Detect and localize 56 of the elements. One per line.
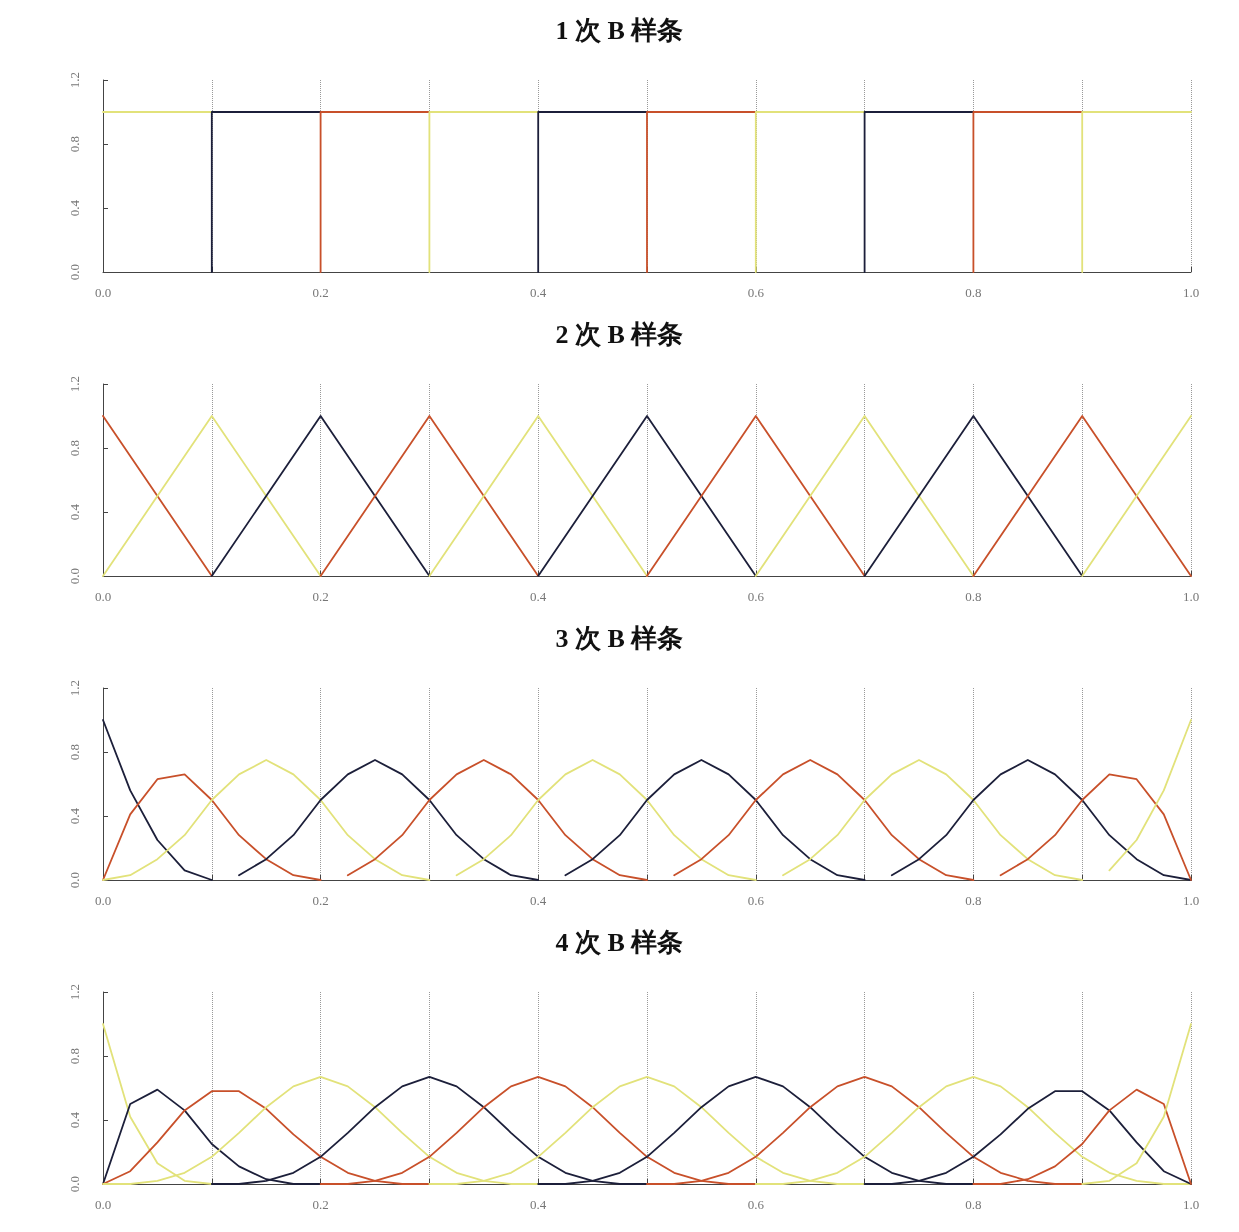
x-tick-label: 0.2 — [312, 1197, 329, 1212]
line-series — [564, 759, 866, 881]
x-tick-label: 0.0 — [94, 285, 112, 300]
y-tick-label: 1.2 — [67, 375, 82, 393]
y-tick-label: 0.4 — [67, 199, 82, 217]
y-tick-label: 1.2 — [67, 71, 82, 89]
line-series — [890, 759, 1192, 881]
line-series — [673, 759, 975, 881]
x-tick-label: 0.4 — [530, 1197, 547, 1212]
x-tick-label: 0.0 — [94, 1197, 112, 1212]
y-tick-label: 0.8 — [67, 135, 82, 153]
y-tick-label: 1.2 — [67, 679, 82, 697]
line-series — [102, 719, 213, 881]
chart-title: 1 次 B 样条 — [555, 15, 684, 45]
x-tick-label: 0.6 — [747, 893, 765, 908]
x-tick-label: 1.0 — [1182, 589, 1200, 604]
line-series — [102, 773, 322, 881]
line-series — [346, 759, 648, 881]
y-tick-label: 0.0 — [67, 1175, 82, 1193]
line-series — [238, 759, 540, 881]
y-tick-label: 0.0 — [67, 567, 82, 585]
x-tick-label: 0.6 — [747, 589, 765, 604]
y-tick-label: 0.0 — [67, 871, 82, 889]
x-tick-label: 0.4 — [530, 893, 547, 908]
x-tick-label: 0.8 — [965, 1197, 982, 1212]
x-tick-label: 0.0 — [94, 893, 112, 908]
y-tick-label: 0.4 — [67, 1111, 82, 1129]
x-tick-label: 1.0 — [1182, 893, 1200, 908]
line-series — [1108, 719, 1192, 872]
chart-title: 3 次 B 样条 — [555, 623, 684, 653]
x-tick-label: 0.2 — [312, 285, 329, 300]
line-series — [999, 773, 1192, 881]
line-series — [455, 759, 757, 881]
chart-title: 4 次 B 样条 — [555, 927, 684, 957]
x-tick-label: 0.8 — [965, 285, 982, 300]
x-tick-label: 0.6 — [747, 285, 765, 300]
x-tick-label: 0.8 — [965, 589, 982, 604]
x-tick-label: 0.6 — [747, 1197, 765, 1212]
y-tick-label: 1.2 — [67, 983, 82, 1001]
x-tick-label: 0.8 — [965, 893, 982, 908]
x-tick-label: 0.0 — [94, 589, 112, 604]
y-tick-label: 0.4 — [67, 503, 82, 521]
x-tick-label: 1.0 — [1182, 285, 1200, 300]
x-tick-label: 0.2 — [312, 893, 329, 908]
y-tick-label: 0.8 — [67, 439, 82, 457]
line-series — [102, 759, 431, 881]
y-tick-label: 0.4 — [67, 807, 82, 825]
x-tick-label: 1.0 — [1182, 1197, 1200, 1212]
x-tick-label: 0.4 — [530, 285, 547, 300]
y-tick-label: 0.0 — [67, 263, 82, 281]
y-tick-label: 0.8 — [67, 1047, 82, 1065]
x-tick-label: 0.2 — [312, 589, 329, 604]
line-series — [782, 759, 1084, 881]
y-tick-label: 0.8 — [67, 743, 82, 761]
chart-title: 2 次 B 样条 — [555, 319, 684, 349]
x-tick-label: 0.4 — [530, 589, 547, 604]
